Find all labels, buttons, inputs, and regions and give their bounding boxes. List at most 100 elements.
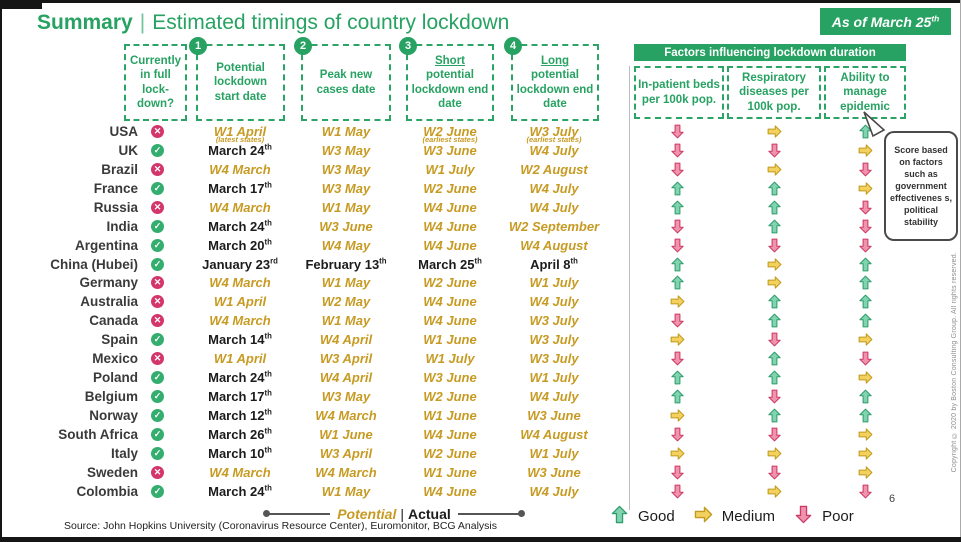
long-end-date-cell: W3 June	[527, 408, 581, 424]
factor-arrow-cell	[669, 368, 686, 387]
country-label: Belgium	[84, 389, 138, 405]
good-arrow-icon	[859, 408, 872, 423]
lockdown-status-cell: ✓	[149, 387, 166, 406]
lockdown-status-cell: ✓	[149, 141, 166, 160]
peak-date-cell: W3 April	[319, 351, 373, 367]
factor-arrow-cell	[766, 179, 783, 198]
factor-arrow-cell	[766, 425, 783, 444]
start-date-cell: March 24th	[208, 483, 272, 499]
factor-arrow-cell	[766, 236, 783, 255]
left-border	[0, 0, 2, 542]
copyright-note: Copyright © 2020 by Boston Consulting Gr…	[951, 252, 958, 473]
poor-arrow-icon	[671, 484, 684, 499]
factor-arrow-cell	[766, 311, 783, 330]
page-title: Summary | Estimated timings of country loc…	[37, 11, 509, 35]
check-circle-icon: ✓	[151, 446, 164, 460]
peak-date-cell: W4 May	[321, 237, 371, 253]
cross-circle-icon: ✕	[151, 124, 164, 138]
short-end-date-cell: W4 June	[423, 426, 477, 442]
short-end-date-cell: W2 June	[423, 389, 477, 405]
factor-arrow-cell	[857, 330, 874, 349]
table-row: Belgium ✓ March 17th W3 May W2 June W4 July	[0, 387, 961, 406]
table-row: Canada ✕ W4 March W1 May W4 June W3 July	[0, 311, 961, 330]
good-arrow-icon	[859, 313, 872, 328]
peak-date-cell: W3 May	[321, 161, 371, 177]
factor-arrow-cell	[766, 274, 783, 293]
short-end-date-cell: W1 July	[425, 351, 475, 367]
long-end-date-cell: W3 July	[529, 351, 579, 367]
short-end-date-cell: W3 June	[423, 370, 477, 386]
poor-arrow-icon	[768, 238, 781, 252]
factor-arrow-cell	[766, 217, 783, 236]
top-border	[0, 0, 961, 3]
country-rows: USA ✕ W1 April (latest states) W1 May W2 June…	[0, 122, 961, 501]
factor-arrow-cell	[857, 349, 874, 368]
short-end-date-cell: W1 June	[423, 408, 477, 424]
factor-arrow-cell	[857, 255, 874, 274]
factor-arrow-cell	[766, 368, 783, 387]
factors-header-bar: Factors influencing lockdown duration	[634, 44, 906, 61]
table-row: Poland ✓ March 24th W4 April W3 June W1 July	[0, 368, 961, 387]
factor-arrow-cell	[857, 217, 874, 236]
table-row: India ✓ March 24th W3 June W4 June W2 Septemb…	[0, 217, 961, 236]
factor-arrow-cell	[857, 160, 874, 179]
factor-arrow-cell	[669, 482, 686, 501]
factor-arrow-cell	[669, 349, 686, 368]
column-header-long-end: Long potential lockdown end date	[511, 44, 599, 121]
peak-date-cell: W1 May	[321, 275, 371, 291]
poor-arrow-icon	[859, 238, 872, 252]
factor-arrow-cell	[766, 292, 783, 311]
table-row: Spain ✓ March 14th W4 April W1 June W3 July	[0, 330, 961, 349]
factor-arrow-cell	[766, 463, 783, 482]
peak-date-cell: W1 May	[321, 483, 371, 499]
poor-arrow-icon	[768, 332, 781, 347]
factor-arrow-cell	[857, 141, 874, 160]
factor-arrow-cell	[766, 406, 783, 425]
poor-arrow-icon	[859, 484, 872, 499]
poor-arrow-icon	[768, 427, 781, 442]
lockdown-status-cell: ✓	[149, 482, 166, 501]
factor-arrow-cell	[857, 425, 874, 444]
lockdown-status-cell: ✕	[149, 160, 166, 179]
factor-arrow-cell	[857, 274, 874, 293]
poor-arrow-icon	[859, 162, 872, 177]
factor-arrow-cell	[857, 463, 874, 482]
cross-circle-icon: ✕	[151, 276, 164, 290]
callout-pointer	[863, 111, 886, 138]
lockdown-status-cell: ✓	[149, 368, 166, 387]
peak-date-cell: W3 May	[321, 389, 371, 405]
poor-arrow-icon	[671, 219, 684, 234]
good-arrow-icon	[768, 370, 781, 385]
country-label: Mexico	[92, 351, 138, 367]
lockdown-status-cell: ✕	[149, 463, 166, 482]
poor-arrow-icon	[794, 505, 813, 528]
table-row: China (Hubei) ✓ January 23rd February 13th M…	[0, 255, 961, 274]
page-number: 6	[889, 493, 896, 505]
long-end-date-cell: W3 June	[527, 464, 581, 480]
bottom-border	[0, 537, 961, 542]
table-row: Australia ✕ W1 April W2 May W4 June W4 July	[0, 292, 961, 311]
table-row: Argentina ✓ March 20th W4 May W4 June W4 Augu…	[0, 236, 961, 255]
good-arrow-icon	[859, 389, 872, 404]
short-end-date-cell: W3 June	[423, 142, 477, 158]
peak-date-cell: February 13th	[305, 256, 387, 272]
medium-arrow-icon	[670, 409, 685, 422]
start-date-cell: March 12th	[208, 407, 272, 424]
peak-date-cell: W1 May	[321, 123, 371, 139]
factor-arrow-cell	[766, 444, 783, 463]
country-label: Norway	[89, 408, 138, 424]
good-arrow-icon	[859, 276, 872, 290]
short-end-date-cell: March 25th	[418, 256, 482, 272]
lockdown-status-cell: ✓	[149, 217, 166, 236]
arrow-legend: Good Medium Poor	[610, 505, 864, 528]
lockdown-status-cell: ✓	[149, 425, 166, 444]
check-circle-icon: ✓	[151, 181, 164, 195]
long-end-date-cell: W4 July	[529, 180, 579, 196]
good-arrow-icon	[610, 505, 629, 528]
poor-arrow-icon	[768, 465, 781, 480]
country-label: Sweden	[86, 464, 138, 480]
factor-arrow-cell	[857, 387, 874, 406]
factor-arrow-cell	[766, 160, 783, 179]
start-date-cell: March 24th	[208, 369, 272, 386]
factor-arrow-cell	[857, 368, 874, 387]
